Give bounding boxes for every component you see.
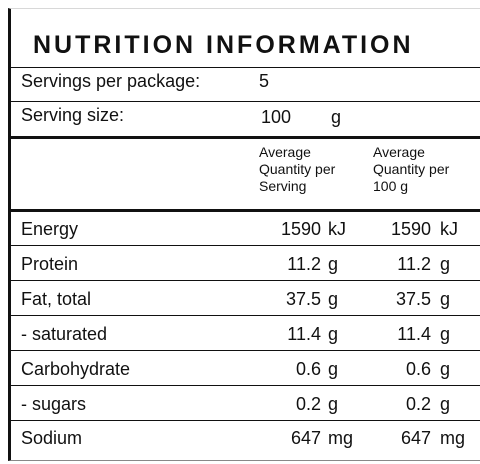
divider: [11, 315, 480, 316]
sodium-per-serving-unit: mg: [328, 428, 354, 448]
panel-title: NUTRITION INFORMATION: [33, 31, 414, 59]
nutrient-label-protein: Protein: [21, 254, 79, 274]
nutrient-label-saturated: - saturated: [21, 324, 108, 344]
servings-label: Servings per package:: [21, 71, 201, 91]
fat-total-per-100g: 37.5: [395, 289, 431, 309]
header-line: 100 g: [373, 178, 409, 194]
divider: [11, 245, 480, 246]
serving-size-unit: g: [331, 107, 342, 127]
serving-size-value: 100: [261, 107, 292, 127]
sodium-per-100g-unit: mg: [440, 428, 466, 448]
saturated-per-100g: 11.4: [397, 324, 431, 344]
saturated-per-serving-unit: g: [328, 324, 339, 344]
carbohydrate-per-serving: 0.6: [295, 359, 321, 379]
fat-total-per-serving: 37.5: [285, 289, 321, 309]
fat-total-per-serving-unit: g: [328, 289, 339, 309]
divider: [11, 67, 480, 68]
saturated-per-serving: 11.4: [287, 324, 321, 344]
header-line: Quantity per: [373, 161, 450, 177]
divider-thick: [11, 209, 480, 212]
nutrient-label-carbohydrate: Carbohydrate: [21, 359, 131, 379]
protein-per-serving-unit: g: [328, 254, 339, 274]
sugars-per-serving: 0.2: [295, 394, 321, 414]
sodium-per-serving: 647: [290, 428, 321, 448]
fat-total-per-100g-unit: g: [440, 289, 451, 309]
sugars-per-100g: 0.2: [405, 394, 431, 414]
sugars-per-serving-unit: g: [328, 394, 339, 414]
energy-per-serving: 1590: [280, 219, 321, 239]
protein-per-serving: 11.2: [287, 254, 321, 274]
saturated-per-100g-unit: g: [440, 324, 451, 344]
nutrient-label-sodium: Sodium: [21, 428, 83, 448]
divider: [11, 280, 480, 281]
carbohydrate-per-serving-unit: g: [328, 359, 339, 379]
divider: [11, 385, 480, 386]
divider: [11, 420, 480, 421]
energy-per-100g-unit: kJ: [440, 219, 458, 239]
header-line: Quantity per: [259, 161, 336, 177]
header-line: Serving: [259, 178, 307, 194]
sodium-per-100g: 647: [400, 428, 431, 448]
divider: [11, 350, 480, 351]
header-line: Average: [259, 144, 311, 160]
carbohydrate-per-100g: 0.6: [405, 359, 431, 379]
protein-per-100g-unit: g: [440, 254, 451, 274]
servings-value: 5: [259, 71, 270, 91]
sugars-per-100g-unit: g: [440, 394, 451, 414]
energy-per-serving-unit: kJ: [328, 219, 346, 239]
divider: [11, 101, 480, 102]
serving-size-label: Serving size:: [21, 105, 125, 125]
column-header-per-100g: Average Quantity per 100 g: [373, 144, 449, 195]
nutrient-label-fat-total: Fat, total: [21, 289, 92, 309]
divider-thick: [11, 136, 480, 139]
header-line: Average: [373, 144, 425, 160]
carbohydrate-per-100g-unit: g: [440, 359, 451, 379]
protein-per-100g: 11.2: [397, 254, 431, 274]
nutrient-label-energy: Energy: [21, 219, 79, 239]
nutrient-label-sugars: - sugars: [21, 394, 87, 414]
nutrition-panel: NUTRITION INFORMATION Servings per packa…: [8, 8, 480, 461]
energy-per-100g: 1590: [390, 219, 431, 239]
column-header-per-serving: Average Quantity per Serving: [259, 144, 335, 195]
